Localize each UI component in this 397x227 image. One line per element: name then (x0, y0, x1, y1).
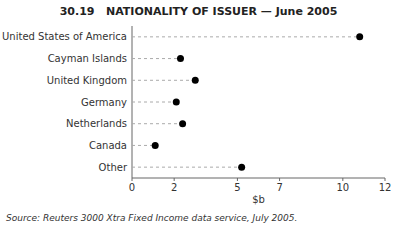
title: 30.19 NATIONALITY OF ISSUER — June 2005 (60, 5, 338, 18)
x-tick (385, 178, 386, 181)
y-tick-label: Germany (81, 97, 127, 108)
dot (356, 33, 363, 40)
x-tick (342, 178, 343, 181)
stem (132, 36, 360, 37)
dot (152, 142, 159, 149)
y-tick-label: Cayman Islands (48, 53, 127, 64)
dot (192, 77, 199, 84)
x-tick-label: 5 (234, 182, 240, 193)
x-tick (279, 178, 280, 181)
y-tick-label: United States of America (2, 31, 127, 42)
y-tick-label: Canada (89, 140, 127, 151)
y-tick-label: United Kingdom (47, 75, 127, 86)
x-tick-label: 0 (129, 182, 135, 193)
source-note: Source: Reuters 3000 Xtra Fixed Income d… (6, 213, 297, 223)
x-tick-label: 10 (336, 182, 349, 193)
stem (132, 102, 176, 103)
stem (132, 58, 180, 59)
x-axis-label: $b (252, 194, 265, 205)
x-tick (132, 178, 133, 181)
x-axis-line (132, 178, 385, 179)
dot (179, 120, 186, 127)
stem (132, 80, 195, 81)
dot (173, 99, 180, 106)
y-tick-label: Other (99, 162, 128, 173)
stem (132, 167, 242, 168)
x-tick-label: 12 (379, 182, 392, 193)
stem (132, 123, 183, 124)
x-tick (237, 178, 238, 181)
x-tick (174, 178, 175, 181)
chart: 30.19 NATIONALITY OF ISSUER — June 2005 0… (0, 0, 397, 227)
marks (132, 33, 363, 170)
dot (177, 55, 184, 62)
y-tick-label: Netherlands (66, 118, 127, 129)
x-tick-label: 2 (171, 182, 177, 193)
dot (238, 164, 245, 171)
x-tick-label: 7 (276, 182, 282, 193)
